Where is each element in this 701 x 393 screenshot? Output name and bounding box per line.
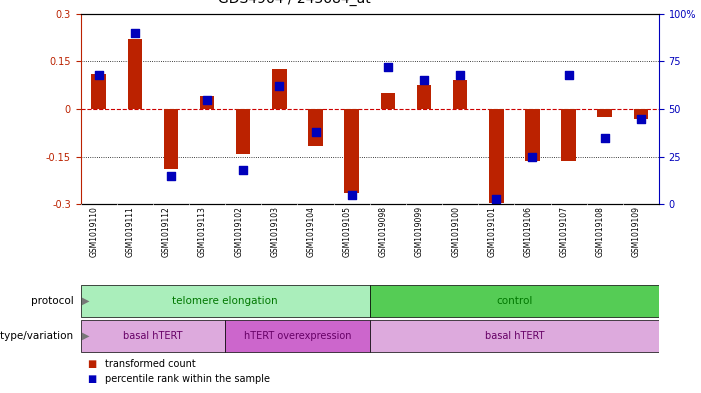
- Point: [454, 72, 465, 78]
- Text: telomere elongation: telomere elongation: [172, 296, 278, 306]
- Text: GSM1019113: GSM1019113: [198, 206, 207, 257]
- Point: [274, 83, 285, 89]
- Text: GSM1019108: GSM1019108: [596, 206, 605, 257]
- Bar: [453, 81, 468, 109]
- Bar: [236, 109, 250, 154]
- Point: [491, 195, 502, 202]
- Point: [165, 173, 177, 179]
- Point: [382, 64, 393, 70]
- Point: [527, 154, 538, 160]
- Point: [418, 77, 430, 84]
- Bar: [81, 320, 225, 352]
- Text: ▶: ▶: [82, 331, 90, 341]
- Text: GSM1019100: GSM1019100: [451, 206, 460, 257]
- Text: GSM1019110: GSM1019110: [90, 206, 99, 257]
- Point: [201, 96, 212, 103]
- Bar: [417, 85, 431, 109]
- Bar: [272, 69, 287, 109]
- Bar: [91, 74, 106, 109]
- Text: GSM1019111: GSM1019111: [126, 206, 135, 257]
- Bar: [370, 285, 659, 317]
- Text: percentile rank within the sample: percentile rank within the sample: [105, 374, 270, 384]
- Text: ■: ■: [88, 374, 97, 384]
- Text: GSM1019112: GSM1019112: [162, 206, 171, 257]
- Point: [599, 134, 611, 141]
- Point: [635, 116, 646, 122]
- Bar: [225, 320, 370, 352]
- Text: ■: ■: [88, 358, 97, 369]
- Text: GSM1019101: GSM1019101: [487, 206, 496, 257]
- Point: [129, 29, 140, 36]
- Text: transformed count: transformed count: [105, 358, 196, 369]
- Bar: [634, 109, 648, 119]
- Point: [93, 72, 104, 78]
- Point: [310, 129, 321, 135]
- Text: control: control: [496, 296, 533, 306]
- Text: GDS4964 / 243684_at: GDS4964 / 243684_at: [218, 0, 371, 6]
- Text: genotype/variation: genotype/variation: [0, 331, 74, 341]
- Bar: [308, 109, 322, 145]
- Text: GSM1019105: GSM1019105: [343, 206, 352, 257]
- Text: GSM1019106: GSM1019106: [524, 206, 533, 257]
- Bar: [489, 109, 503, 203]
- Point: [238, 167, 249, 173]
- Bar: [381, 93, 395, 109]
- Bar: [200, 96, 215, 109]
- Text: GSM1019098: GSM1019098: [379, 206, 388, 257]
- Text: protocol: protocol: [31, 296, 74, 306]
- Text: GSM1019102: GSM1019102: [234, 206, 243, 257]
- Text: GSM1019104: GSM1019104: [306, 206, 315, 257]
- Text: basal hTERT: basal hTERT: [484, 331, 544, 341]
- Bar: [597, 109, 612, 117]
- Text: GSM1019099: GSM1019099: [415, 206, 424, 257]
- Text: ▶: ▶: [82, 296, 90, 306]
- Bar: [164, 109, 178, 169]
- Text: GSM1019103: GSM1019103: [271, 206, 280, 257]
- Bar: [344, 109, 359, 193]
- Point: [346, 192, 358, 198]
- Bar: [562, 109, 576, 162]
- Point: [563, 72, 574, 78]
- Bar: [370, 320, 659, 352]
- Text: GSM1019109: GSM1019109: [632, 206, 641, 257]
- Text: hTERT overexpression: hTERT overexpression: [244, 331, 351, 341]
- Text: GSM1019107: GSM1019107: [559, 206, 569, 257]
- Bar: [128, 39, 142, 109]
- Text: basal hTERT: basal hTERT: [123, 331, 183, 341]
- Bar: [525, 109, 540, 162]
- Bar: [81, 285, 370, 317]
